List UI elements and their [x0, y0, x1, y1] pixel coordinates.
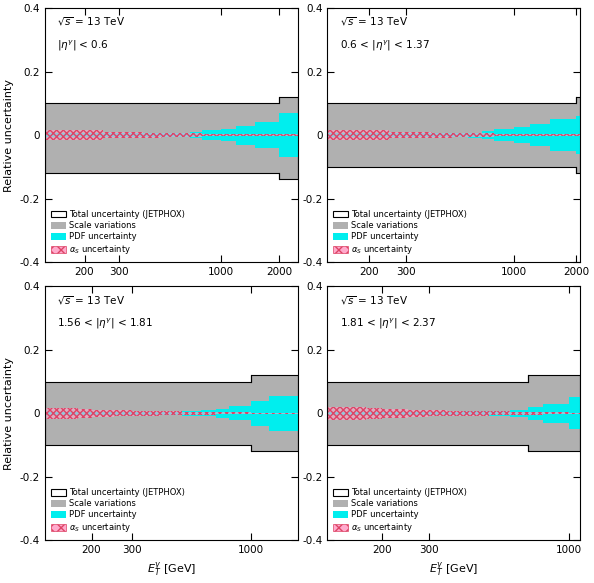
Polygon shape [327, 398, 580, 429]
Text: $\sqrt{s}$ = 13 TeV: $\sqrt{s}$ = 13 TeV [340, 16, 408, 29]
Polygon shape [327, 116, 580, 154]
Text: 0.6 < $|\eta^{\gamma}|$ < 1.37: 0.6 < $|\eta^{\gamma}|$ < 1.37 [340, 38, 430, 53]
Polygon shape [327, 375, 580, 451]
Polygon shape [327, 407, 580, 420]
Text: 1.81 < $|\eta^{\gamma}|$ < 2.37: 1.81 < $|\eta^{\gamma}|$ < 2.37 [340, 317, 436, 331]
Text: $\sqrt{s}$ = 13 TeV: $\sqrt{s}$ = 13 TeV [58, 16, 126, 29]
Y-axis label: Relative uncertainty: Relative uncertainty [4, 357, 14, 470]
Text: $\sqrt{s}$ = 13 TeV: $\sqrt{s}$ = 13 TeV [340, 294, 408, 307]
Text: 1.56 < $|\eta^{\gamma}|$ < 1.81: 1.56 < $|\eta^{\gamma}|$ < 1.81 [58, 317, 154, 331]
Polygon shape [327, 131, 580, 140]
Polygon shape [45, 396, 298, 431]
Polygon shape [45, 113, 298, 157]
Polygon shape [45, 97, 298, 180]
Polygon shape [45, 131, 298, 140]
Text: $|\eta^{\gamma}|$ < 0.6: $|\eta^{\gamma}|$ < 0.6 [58, 38, 109, 53]
X-axis label: $E_T^{\gamma}$ [GeV]: $E_T^{\gamma}$ [GeV] [429, 561, 478, 579]
Polygon shape [327, 97, 580, 173]
X-axis label: $E_T^{\gamma}$ [GeV]: $E_T^{\gamma}$ [GeV] [147, 561, 196, 579]
Legend: Total uncertainty (JETPHOX), Scale variations, PDF uncertainty, $\alpha_S$ uncer: Total uncertainty (JETPHOX), Scale varia… [331, 486, 469, 536]
Legend: Total uncertainty (JETPHOX), Scale variations, PDF uncertainty, $\alpha_S$ uncer: Total uncertainty (JETPHOX), Scale varia… [49, 486, 187, 536]
Legend: Total uncertainty (JETPHOX), Scale variations, PDF uncertainty, $\alpha_S$ uncer: Total uncertainty (JETPHOX), Scale varia… [49, 208, 187, 258]
Legend: Total uncertainty (JETPHOX), Scale variations, PDF uncertainty, $\alpha_S$ uncer: Total uncertainty (JETPHOX), Scale varia… [331, 208, 469, 258]
Polygon shape [45, 408, 298, 419]
Y-axis label: Relative uncertainty: Relative uncertainty [4, 79, 14, 192]
Text: $\sqrt{s}$ = 13 TeV: $\sqrt{s}$ = 13 TeV [58, 294, 126, 307]
Polygon shape [45, 375, 298, 451]
